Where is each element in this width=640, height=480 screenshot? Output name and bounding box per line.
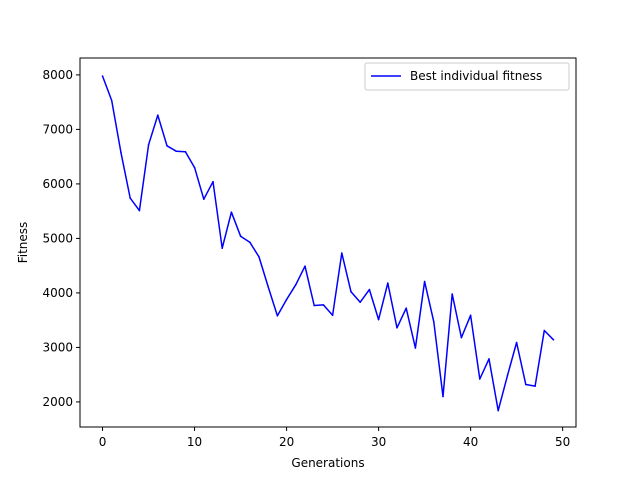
data-point (534, 385, 536, 387)
plot-area (101, 75, 555, 412)
data-point (433, 321, 435, 323)
data-point (221, 247, 223, 249)
data-point (451, 293, 454, 295)
data-point (341, 252, 343, 254)
data-point (166, 145, 168, 147)
x-tick-label: 0 (99, 435, 107, 449)
y-tick-label: 3000 (42, 340, 73, 354)
data-point (479, 378, 481, 380)
x-tick-label: 10 (187, 435, 202, 449)
data-point (488, 358, 490, 360)
x-axis-label: Generations (291, 456, 364, 470)
data-point (276, 315, 279, 317)
series-line-best-individual-fitness (101, 75, 555, 412)
data-point (543, 329, 546, 332)
data-point (359, 301, 362, 304)
data-point (212, 180, 214, 183)
data-point (129, 197, 131, 199)
data-point (193, 166, 196, 169)
data-point (405, 307, 408, 310)
y-tick-label: 6000 (42, 177, 73, 191)
legend-box (364, 62, 570, 91)
data-point (295, 283, 297, 286)
data-point (147, 143, 150, 146)
data-point (101, 75, 104, 77)
data-point (230, 211, 233, 213)
data-point (423, 280, 426, 283)
series-points (101, 75, 555, 412)
x-tick-label: 40 (463, 435, 478, 449)
data-point (552, 339, 555, 341)
data-point (525, 383, 527, 386)
x-tick-label: 20 (279, 435, 294, 449)
data-point (267, 286, 270, 288)
x-axis-ticks: 0 10 20 30 40 50 (99, 427, 570, 449)
data-point (175, 150, 177, 152)
data-point (469, 314, 472, 317)
data-point (322, 304, 325, 306)
data-point (414, 347, 417, 349)
x-tick-label: 50 (555, 435, 570, 449)
data-point (203, 198, 205, 200)
legend: Best individual fitness (364, 62, 570, 91)
data-point (285, 298, 288, 301)
data-point (157, 114, 159, 116)
data-point (304, 265, 306, 268)
data-point (377, 318, 380, 321)
data-point (239, 235, 242, 237)
y-tick-label: 4000 (42, 286, 73, 300)
data-point (313, 304, 316, 307)
data-point (497, 409, 500, 412)
data-point (460, 336, 463, 339)
data-point (506, 375, 509, 377)
data-point (120, 151, 122, 154)
data-point (249, 241, 251, 243)
y-tick-label: 8000 (42, 68, 73, 82)
y-axis-label: Fitness (16, 222, 30, 264)
y-tick-label: 5000 (42, 231, 73, 245)
y-axis-ticks: 2000 3000 4000 5000 6000 7000 8000 (42, 68, 80, 409)
data-point (331, 314, 334, 317)
data-point (350, 291, 352, 293)
data-point (368, 288, 371, 291)
legend-label: Best individual fitness (410, 69, 542, 83)
axes-frame (79, 57, 577, 428)
data-point (515, 341, 518, 344)
data-point (442, 395, 444, 398)
data-point (396, 327, 398, 329)
data-point (110, 99, 113, 102)
data-point (184, 150, 187, 153)
x-tick-label: 30 (371, 435, 386, 449)
y-tick-label: 2000 (42, 395, 73, 409)
y-tick-label: 7000 (42, 122, 73, 136)
data-point (258, 256, 260, 258)
data-point (387, 282, 389, 284)
data-point (138, 209, 141, 212)
